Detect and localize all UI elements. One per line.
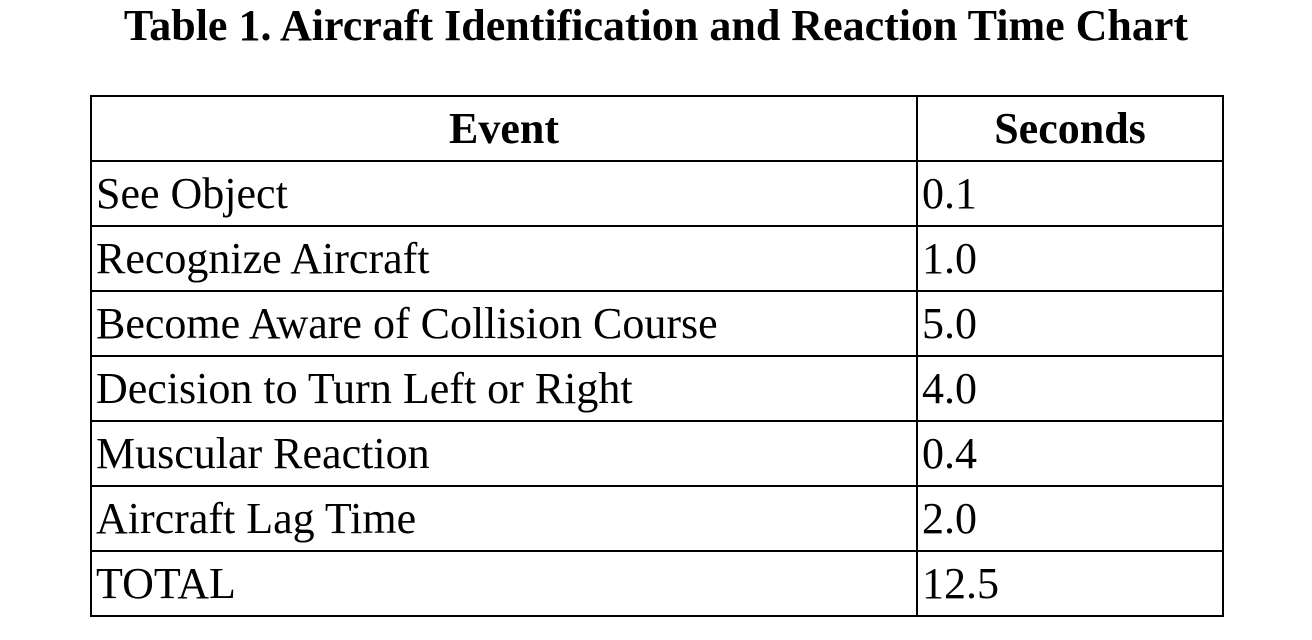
table-header-row: Event Seconds: [90, 95, 1224, 162]
seconds-cell: 2.0: [916, 485, 1224, 552]
total-row: TOTAL 12.5: [90, 550, 1224, 617]
event-cell: Decision to Turn Left or Right: [90, 355, 918, 422]
event-cell: See Object: [90, 160, 918, 227]
table-row: Aircraft Lag Time 2.0: [90, 485, 1224, 552]
seconds-cell: 5.0: [916, 290, 1224, 357]
table-title: Table 1. Aircraft Identification and Rea…: [123, 1, 1189, 50]
seconds-cell: 4.0: [916, 355, 1224, 422]
seconds-cell: 12.5: [916, 550, 1224, 617]
event-cell: TOTAL: [90, 550, 918, 617]
seconds-cell: 0.4: [916, 420, 1224, 487]
reaction-time-table: Event Seconds See Object 0.1 Recognize A…: [90, 95, 1224, 617]
table-row: Decision to Turn Left or Right 4.0: [90, 355, 1224, 422]
event-cell: Recognize Aircraft: [90, 225, 918, 292]
table-row: Recognize Aircraft 1.0: [90, 225, 1224, 292]
column-header-seconds: Seconds: [916, 95, 1224, 162]
table-row: Become Aware of Collision Course 5.0: [90, 290, 1224, 357]
event-cell: Become Aware of Collision Course: [90, 290, 918, 357]
seconds-cell: 0.1: [916, 160, 1224, 227]
column-header-event: Event: [90, 95, 918, 162]
table-row: See Object 0.1: [90, 160, 1224, 227]
seconds-cell: 1.0: [916, 225, 1224, 292]
event-cell: Muscular Reaction: [90, 420, 918, 487]
event-cell: Aircraft Lag Time: [90, 485, 918, 552]
table-row: Muscular Reaction 0.4: [90, 420, 1224, 487]
